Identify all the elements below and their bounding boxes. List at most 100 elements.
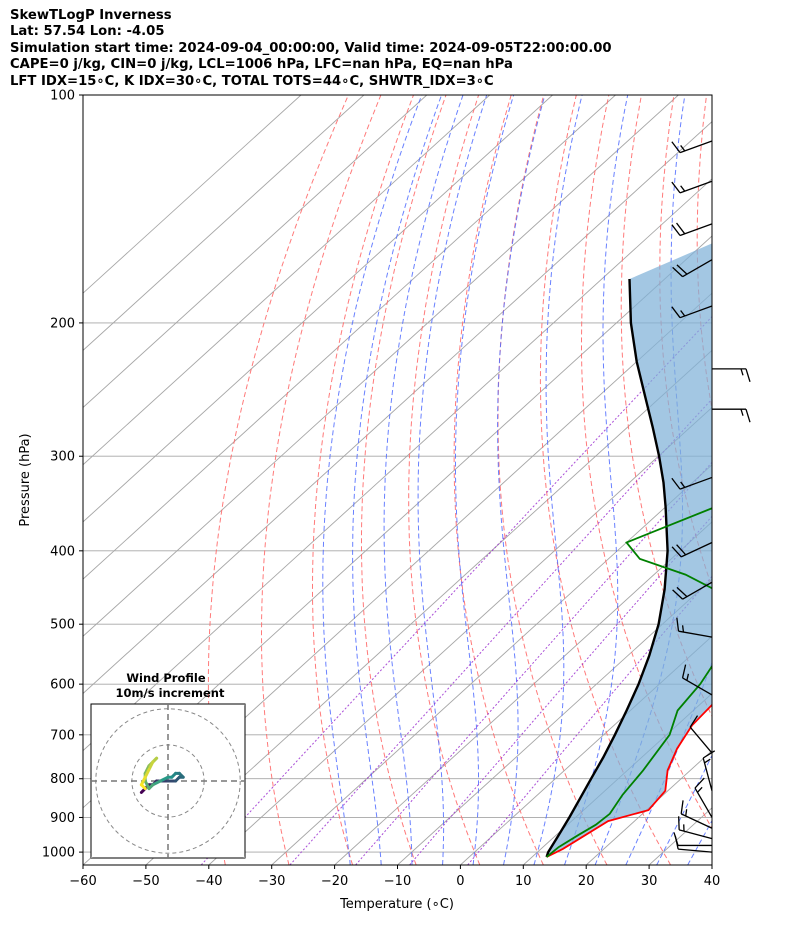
wind-barb-halfflag [704,758,711,764]
wind-barb-flag [681,664,687,679]
wind-barb-flag [702,750,716,759]
isotherm-gridline [83,95,553,523]
wind-barbs [671,140,751,853]
wind-barb [671,305,713,319]
moist-adiabat [656,754,712,865]
wind-barb-flag [680,800,684,814]
wind-barb-shaft [682,677,713,696]
y-tick-label: 900 [50,811,75,826]
moist-adiabat [497,95,546,865]
wind-barb [676,617,713,638]
wind-barb [712,368,751,383]
wind-barb-shaft [682,581,713,600]
moist-adiabat [625,661,712,865]
wind-barb-halfflag [740,408,744,416]
wind-barb-shaft [679,180,713,194]
dry-adiabat [453,95,544,865]
wind-barb-halfflag [686,673,690,681]
wind-barb [672,581,713,600]
chart-indices-2: LFT IDX=15∘C, K IDX=30∘C, TOTAL TOTS=44∘… [10,73,494,89]
y-tick-label: 100 [50,89,75,104]
isotherm-gridline [208,406,712,865]
wind-barb-flag [676,586,688,598]
wind-barb-shaft [689,726,713,754]
wind-barb [681,664,713,696]
chart-title: SkewTLogP Inverness [10,8,172,23]
x-tick-label: 40 [704,874,721,889]
wind-barb [673,832,712,847]
wind-barb [672,259,713,278]
wind-barb [671,180,713,194]
hodograph-segment [139,783,147,791]
chart-title-block: SkewTLogP Inverness Lat: 57.54 Lon: -4.0… [10,8,612,90]
wind-barb-flag [671,224,681,236]
dry-adiabat [734,95,794,865]
y-tick-label: 300 [50,450,75,465]
moist-adiabat [383,95,464,865]
y-tick-label: 600 [50,678,75,693]
wind-barb-halfflag [697,786,703,793]
x-tick-label: 10 [515,874,532,889]
profile-lines [545,278,712,858]
isotherm-gridline [83,95,491,466]
wind-barb-shaft [679,305,713,319]
mixing-ratio-line [200,315,712,865]
isotherm-gridline [145,349,712,865]
wind-barb [702,750,716,792]
isotherm-gridline [271,464,712,865]
isotherm-gridline [775,95,794,865]
dry-adiabat [312,95,414,865]
wind-barb [671,222,713,237]
dry-adiabat [769,95,794,865]
wind-barb-halfflag [680,185,686,192]
chart-location: Lat: 57.54 Lon: -4.05 [10,24,165,40]
wind-barb [678,816,713,840]
wind-barb-flag [673,832,679,846]
isotherm-gridline [83,95,679,637]
wind-barb-halfflag [680,145,686,152]
wind-barb-shaft [678,630,713,638]
x-tick-label: 30 [641,874,658,889]
moist-adiabat [455,95,515,865]
wind-barb-flag [671,306,681,319]
moist-adiabat [719,95,794,865]
isotherm-gridline [83,95,365,351]
wind-barb-shaft [680,541,713,558]
x-tick-label: −40 [195,874,222,889]
wind-barb-flag [672,266,683,278]
wind-barb [674,835,713,853]
wind-barb [671,140,713,154]
moist-adiabat [352,95,443,865]
wind-barb-shaft [679,476,713,490]
x-tick-label: −60 [69,874,96,889]
wind-barb-flag [745,368,751,383]
y-tick-label: 700 [50,728,75,743]
isotherm-gridline [83,95,616,580]
wind-barb-shaft [694,787,713,818]
parcel-line [545,278,669,858]
x-tick-label: 20 [578,874,595,889]
temperature-line [546,703,712,858]
hodograph-title: Wind Profile [126,671,206,685]
wind-barb-flag [676,617,680,632]
wind-barb [712,408,751,423]
wind-barb-shaft [702,757,713,792]
wind-barb-flag [745,408,751,423]
wind-barb-flag [676,222,686,235]
cape-shading [546,243,712,857]
chart-times: Simulation start time: 2024-09-04_00:00:… [10,40,612,56]
wind-barb-flag [676,264,688,275]
hodograph-inset: Wind Profile 10m/s increment [90,671,246,859]
wind-barb-flag [694,777,705,789]
hodograph-subtitle: 10m/s increment [116,686,225,700]
mixing-ratio-line [355,461,712,865]
y-tick-label: 800 [50,772,75,787]
y-tick-label: 200 [50,316,75,331]
wind-barb [689,715,713,754]
y-tick-label: 500 [50,618,75,633]
wind-barb-flag [671,181,681,194]
wind-barb-halfflag [680,481,686,488]
wind-barb-halfflag [681,625,685,633]
isotherm-gridline [334,521,712,865]
wind-barb-flag [671,141,681,153]
